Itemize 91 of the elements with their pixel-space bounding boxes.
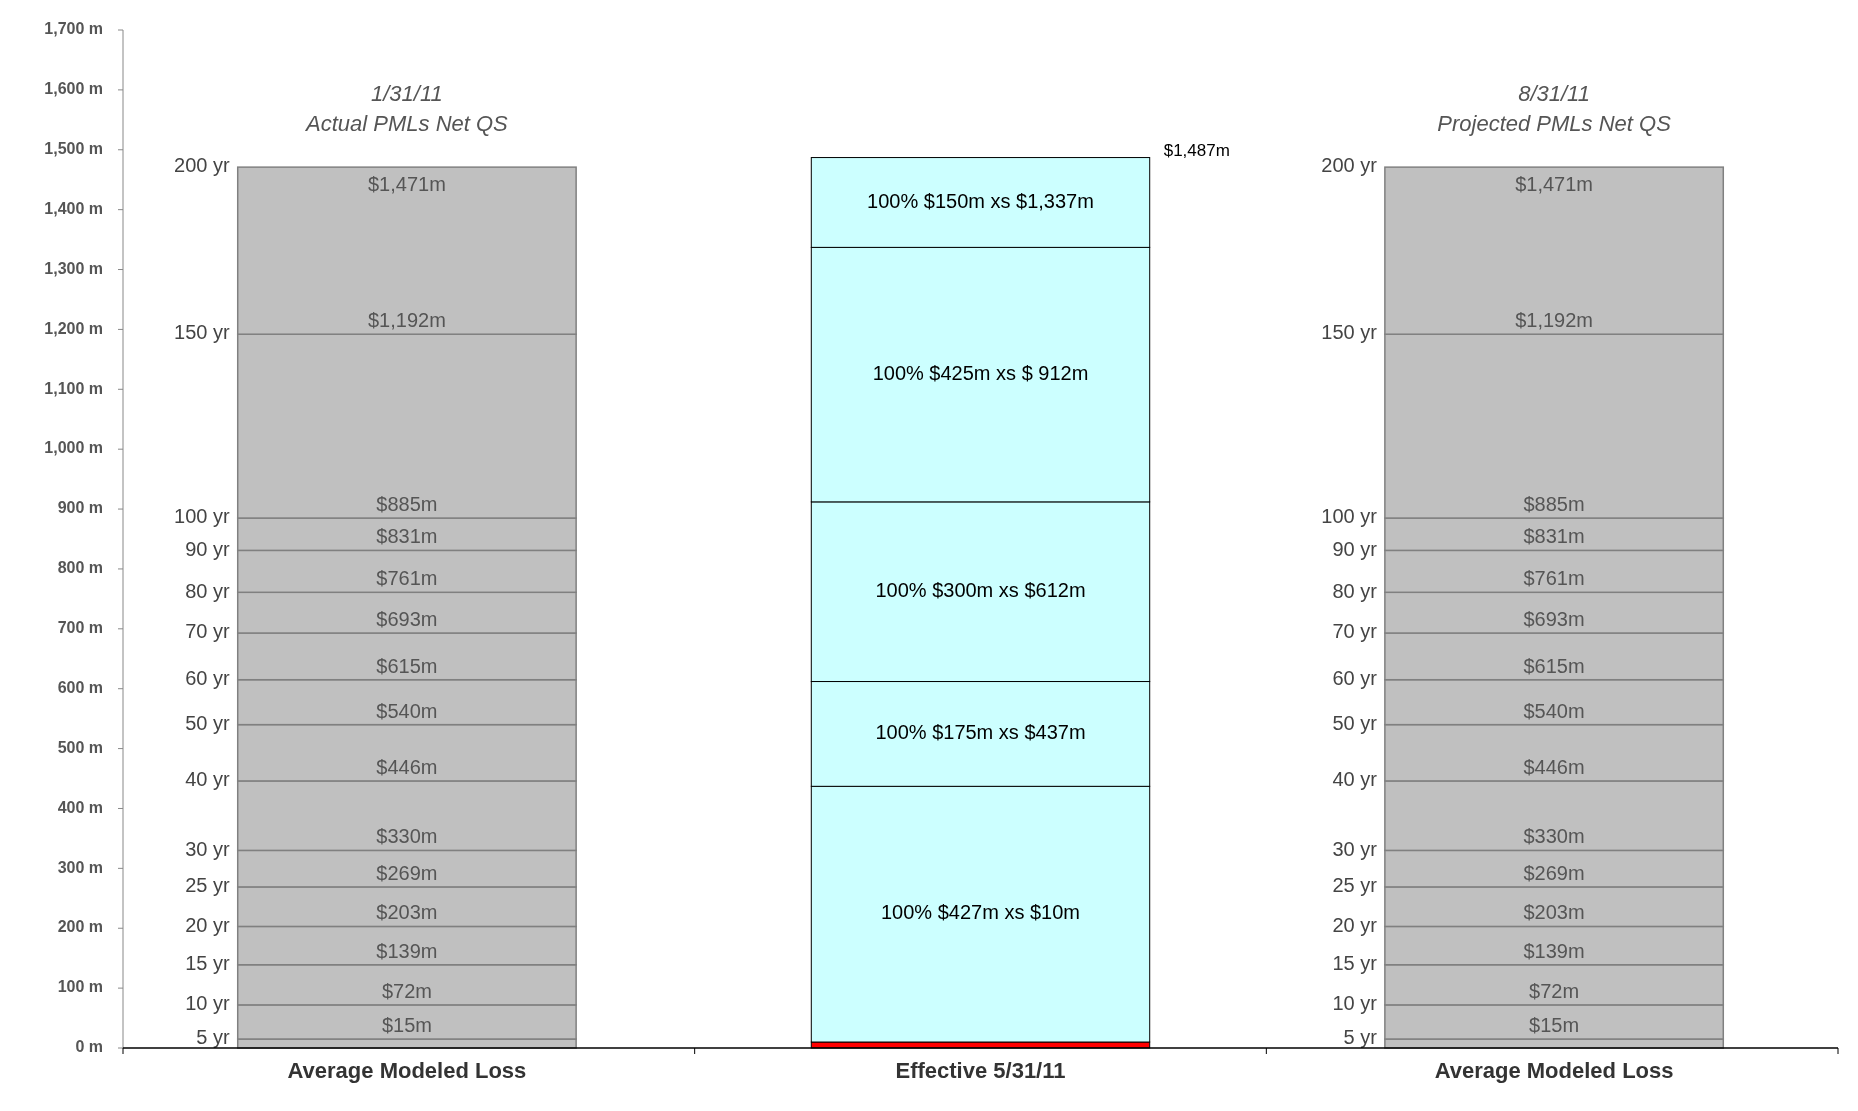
- annotation: 25 yr: [185, 874, 231, 897]
- annotation: $269m: [376, 861, 438, 884]
- y-tick-label: 0 m: [75, 1038, 103, 1056]
- y-tick-label: 900 m: [57, 499, 103, 517]
- annotation: $139m: [376, 939, 438, 962]
- annotation: $139m: [1523, 939, 1585, 962]
- annotation: $269m: [1523, 861, 1585, 884]
- annotation: $15m: [381, 1014, 432, 1037]
- annotation: 70 yr: [185, 620, 231, 643]
- annotation: $1,471m: [368, 173, 446, 196]
- annotation: $72m: [381, 979, 432, 1002]
- total-label: $1,487m: [1163, 140, 1230, 160]
- annotation: 50 yr: [185, 711, 231, 734]
- annotation: 80 yr: [1332, 579, 1378, 602]
- annotation: $1,192m: [368, 309, 446, 332]
- annotation: $761m: [376, 567, 438, 590]
- annotation: 50 yr: [1332, 711, 1378, 734]
- annotation: 150 yr: [174, 321, 231, 344]
- annotation: $885m: [376, 493, 438, 516]
- annotation: 90 yr: [1332, 537, 1378, 560]
- annotation: $203m: [1523, 901, 1585, 924]
- annotation: $15m: [1529, 1014, 1580, 1037]
- y-tick-label: 1,100 m: [44, 379, 103, 397]
- y-tick-label: 700 m: [57, 619, 103, 637]
- annotation: 1/31/11: [371, 80, 443, 106]
- annotation: $446m: [1523, 755, 1585, 778]
- annotation: Projected PMLs Net QS: [1437, 110, 1672, 136]
- annotation: 15 yr: [185, 952, 231, 975]
- annotation: $615m: [376, 654, 438, 677]
- y-tick-label: 1,600 m: [44, 80, 103, 98]
- annotation: 100% $427m xs $10m: [880, 901, 1081, 924]
- annotation: 100 yr: [1321, 505, 1378, 528]
- annotation: 100 yr: [174, 505, 231, 528]
- annotation: $693m: [376, 608, 438, 631]
- annotation: $203m: [376, 901, 438, 924]
- annotation: $72m: [1529, 979, 1580, 1002]
- annotation: 100% $425m xs $ 912m: [872, 361, 1089, 384]
- annotation: $1,471m: [1515, 173, 1593, 196]
- annotation: 5 yr: [196, 1026, 231, 1049]
- annotation: $831m: [1523, 525, 1585, 548]
- y-tick-label: 100 m: [57, 978, 103, 996]
- annotation: $831m: [376, 525, 438, 548]
- x-tick-label: Average Modeled Loss: [1434, 1058, 1674, 1083]
- annotation: $693m: [1523, 608, 1585, 631]
- annotation: 20 yr: [1332, 913, 1378, 936]
- annotation: $540m: [376, 699, 438, 722]
- y-tick-label: 300 m: [57, 858, 103, 876]
- y-tick-label: 1,500 m: [44, 139, 103, 157]
- annotation: 10 yr: [185, 992, 231, 1015]
- annotation: 90 yr: [185, 537, 231, 560]
- y-tick-label: 500 m: [57, 738, 103, 756]
- annotation: 70 yr: [1332, 620, 1378, 643]
- annotation: $330m: [1523, 825, 1585, 848]
- y-tick-label: 1,200 m: [44, 319, 103, 337]
- x-tick-label: Effective 5/31/11: [895, 1058, 1066, 1083]
- annotation: 200 yr: [174, 154, 231, 177]
- y-tick-label: 1,300 m: [44, 259, 103, 277]
- y-tick-label: 400 m: [57, 798, 103, 816]
- annotation: 10 yr: [1332, 992, 1378, 1015]
- annotation: $885m: [1523, 493, 1585, 516]
- y-tick-label: 600 m: [57, 678, 103, 696]
- y-tick-label: 800 m: [57, 559, 103, 577]
- annotation: 40 yr: [1332, 768, 1378, 791]
- y-tick-label: 1,000 m: [44, 439, 103, 457]
- y-tick-label: 1,400 m: [44, 199, 103, 217]
- annotation: 5 yr: [1343, 1026, 1378, 1049]
- annotation: $761m: [1523, 567, 1585, 590]
- annotation: $446m: [376, 755, 438, 778]
- annotation: 15 yr: [1332, 952, 1378, 975]
- annotation: $540m: [1523, 699, 1585, 722]
- annotation: 60 yr: [1332, 667, 1378, 689]
- x-tick-label: Average Modeled Loss: [287, 1058, 527, 1083]
- annotation: 150 yr: [1321, 321, 1378, 344]
- y-tick-label: 200 m: [57, 918, 103, 936]
- annotation: 100% $175m xs $437m: [875, 721, 1086, 744]
- annotation: 20 yr: [185, 913, 231, 936]
- annotation: 100% $150m xs $1,337m: [867, 189, 1094, 212]
- annotation: 30 yr: [1332, 837, 1378, 860]
- annotation: $615m: [1523, 654, 1585, 677]
- annotation: 60 yr: [185, 667, 231, 689]
- annotation: 40 yr: [185, 768, 231, 791]
- annotation: 30 yr: [185, 837, 231, 860]
- annotation: Actual PMLs Net QS: [304, 110, 509, 136]
- annotation: 100% $300m xs $612m: [875, 578, 1086, 601]
- y-tick-label: 1,700 m: [44, 20, 103, 38]
- annotation: 80 yr: [185, 579, 231, 602]
- annotation: 8/31/11: [1518, 80, 1590, 106]
- annotation: 200 yr: [1321, 154, 1378, 177]
- annotation: $1,192m: [1515, 309, 1593, 332]
- annotation: $330m: [376, 825, 438, 848]
- annotation: 25 yr: [1332, 874, 1378, 897]
